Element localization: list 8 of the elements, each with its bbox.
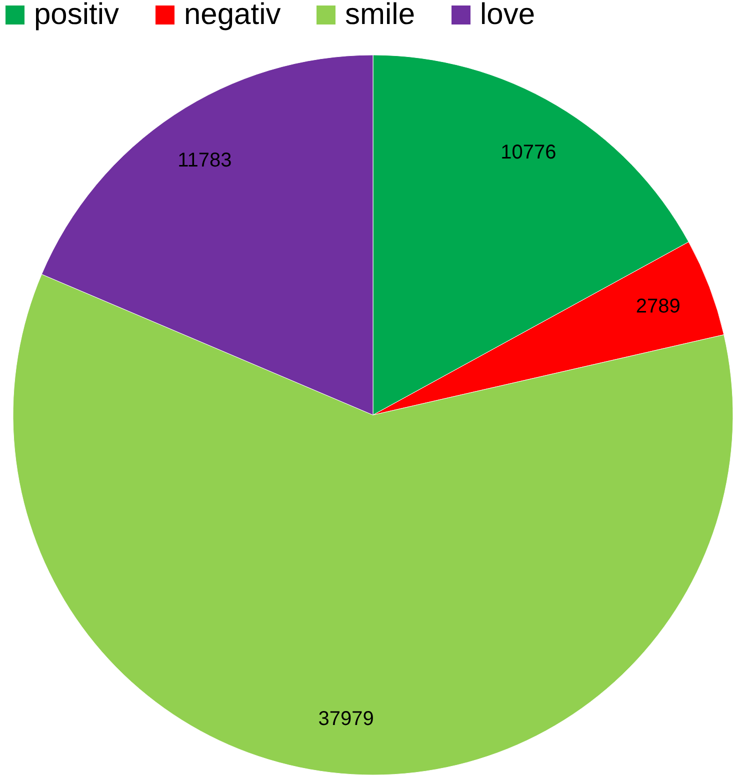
data-label: 10776 [500, 142, 556, 164]
legend-label: smile [345, 0, 416, 31]
data-label: 37979 [318, 708, 374, 730]
legend-label: positiv [34, 0, 120, 31]
legend-label: love [480, 0, 536, 31]
data-label: 11783 [178, 150, 232, 172]
data-label: 2789 [636, 296, 680, 318]
legend-label: negativ [184, 0, 281, 31]
